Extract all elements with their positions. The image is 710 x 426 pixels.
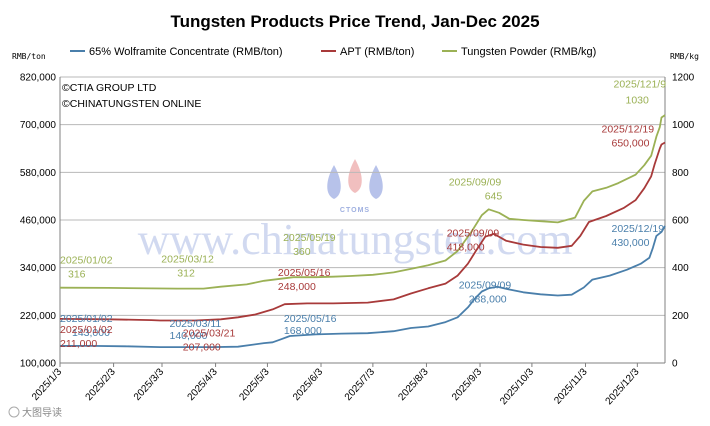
logo-drop-icon <box>369 165 383 199</box>
x-tick-label: 2025/12/3 <box>604 366 642 407</box>
annotation-date: 2025/01/02 <box>60 313 113 325</box>
annotation-value: 1030 <box>626 95 650 107</box>
powder-line <box>59 114 666 290</box>
annotation-value: 140,000 <box>170 330 208 342</box>
annotation-date: 2025/03/12 <box>161 254 214 266</box>
x-tick-label: 2025/4/3 <box>186 366 221 403</box>
annotation-date: 2025/121/9 <box>614 79 667 91</box>
annotation-date: 2025/03/21 <box>183 328 236 340</box>
annotation-value: 360 <box>293 246 311 258</box>
x-tick-label: 2025/10/3 <box>498 366 536 407</box>
annotation-value: 143,000 <box>72 327 110 339</box>
left-tick-label: 100,000 <box>20 359 57 370</box>
source-mark-text: 大图导读 <box>22 406 62 419</box>
annotations: 2025/01/02143,0002025/03/11140,0002025/0… <box>60 79 666 354</box>
right-tick-label: 800 <box>672 168 689 179</box>
right-tick-label: 0 <box>672 359 678 370</box>
x-axis-ticks: 2025/1/3 2025/2/3 2025/3/3 2025/4/3 2025/5/3… <box>30 363 642 407</box>
annotation-date: 2025/03/11 <box>170 318 222 330</box>
right-axis-unit: RMB/kg <box>670 52 699 61</box>
annotation-date: 2025/12/19 <box>602 124 655 136</box>
annotation-value: 645 <box>485 190 503 202</box>
x-tick-label: 2025/8/3 <box>396 366 431 403</box>
annotation-value: 288,000 <box>469 293 507 305</box>
apt-line <box>59 141 666 322</box>
annotation-value: 650,000 <box>612 138 650 150</box>
right-axis-ticks: 0 200 400 600 800 1000 1200 <box>672 73 695 370</box>
annotation-value: 211,000 <box>60 338 97 350</box>
left-tick-label: 700,000 <box>20 120 57 131</box>
legend-apt-label: APT (RMB/ton) <box>340 46 414 58</box>
x-tick-label: 2025/9/3 <box>450 366 485 403</box>
right-tick-label: 600 <box>672 216 689 227</box>
annotation-value: 430,000 <box>612 237 650 249</box>
annotation-date: 2025/09/09 <box>459 279 512 291</box>
right-tick-label: 400 <box>672 263 689 274</box>
chart-title: Tungsten Products Price Trend, Jan-Dec 2… <box>170 12 539 31</box>
annotation-date: 2025/01/02 <box>60 324 113 336</box>
series-lines <box>59 114 666 348</box>
x-tick-label: 2025/11/3 <box>552 366 590 406</box>
annotation-value: 316 <box>68 269 86 281</box>
annotation-date: 2025/12/19 <box>612 223 665 235</box>
right-tick-label: 1000 <box>672 120 695 131</box>
x-tick-label: 2025/3/3 <box>132 366 167 403</box>
x-tick-label: 2025/2/3 <box>84 366 119 403</box>
left-tick-label: 460,000 <box>20 216 57 227</box>
left-tick-label: 820,000 <box>20 73 57 84</box>
legend-wolframite-label: 65% Wolframite Concentrate (RMB/ton) <box>89 46 283 58</box>
wolframite-line <box>60 225 666 348</box>
annotation-date: 2025/05/16 <box>284 313 337 325</box>
credit-line-1: ©CTIA GROUP LTD <box>62 82 157 94</box>
annotation-date: 2025/09/09 <box>447 228 500 240</box>
annotation-value: 168,000 <box>284 325 322 337</box>
x-tick-label: 2025/7/3 <box>343 366 378 403</box>
right-tick-label: 200 <box>672 311 689 322</box>
x-tick-label: 2025/1/3 <box>30 366 65 403</box>
annotation-value: 312 <box>177 268 195 280</box>
annotation-value: 207,000 <box>183 342 221 354</box>
logo-drop-icon <box>327 165 341 199</box>
right-tick-label: 1200 <box>672 73 695 84</box>
annotation-date: 2025/09/09 <box>449 176 502 188</box>
x-tick-label: 2025/5/3 <box>237 366 272 403</box>
axes <box>59 77 666 364</box>
credit-line-2: ©CHINATUNGSTEN ONLINE <box>62 98 201 110</box>
left-tick-label: 580,000 <box>20 168 57 179</box>
left-axis-ticks: 100,000 220,000 340,000 460,000 580,000 700,0… <box>20 73 57 370</box>
legend: 65% Wolframite Concentrate (RMB/ton) APT … <box>70 46 596 58</box>
left-tick-label: 340,000 <box>20 263 57 274</box>
annotation-date: 2025/05/19 <box>283 232 336 244</box>
left-tick-label: 220,000 <box>20 311 57 322</box>
source-mark: 大图导读 <box>8 406 62 419</box>
x-tick-label: 2025/6/3 <box>291 366 326 403</box>
logo-text: CTOMS <box>340 207 370 214</box>
source-mark-icon <box>8 406 20 418</box>
left-axis-unit: RMB/ton <box>12 52 46 61</box>
annotation-value: 248,000 <box>278 281 316 293</box>
watermark-text: www.chinatungsten.com <box>138 215 573 264</box>
legend-powder-label: Tungsten Powder (RMB/kg) <box>461 46 596 58</box>
annotation-date: 2025/01/02 <box>60 255 113 267</box>
annotation-date: 2025/05/16 <box>278 267 331 279</box>
annotation-value: 418,000 <box>447 242 485 254</box>
logo-drop-icon <box>348 159 362 193</box>
